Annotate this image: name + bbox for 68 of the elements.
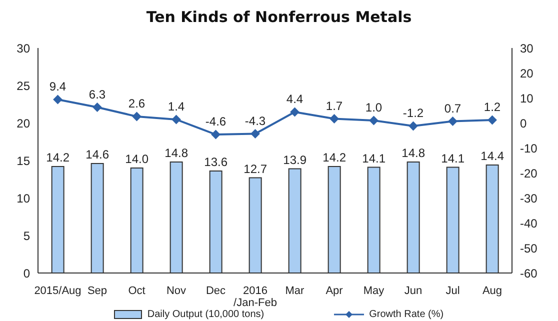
y2-tick-label: -10 [520, 141, 538, 156]
point [211, 130, 220, 139]
data-label: 1.7 [326, 98, 343, 113]
y-tick-label: 15 [16, 154, 30, 168]
point [250, 129, 260, 138]
x-tick-label: 2016 /Jan-Feb [234, 285, 277, 309]
y2-tick-label: -30 [520, 191, 538, 206]
y2-tick-label: -60 [520, 266, 538, 280]
data-label: 6.3 [88, 87, 106, 102]
legend-label: Growth Rate (%) [368, 309, 444, 320]
x-tick-label: May [363, 285, 385, 297]
y2-tick-label: 20 [520, 66, 534, 80]
y-tick-label: 5 [23, 228, 30, 243]
data-label: 14.2 [322, 150, 346, 164]
legend-label: Daily Output (10,000 tons) [146, 309, 264, 320]
x-tick-label: Dec [206, 285, 226, 297]
data-label: 14.8 [164, 146, 188, 160]
data-label: 14.2 [46, 150, 70, 164]
point [488, 116, 497, 124]
x-tick-label: Jun [404, 285, 422, 297]
data-label: 14.4 [480, 149, 504, 163]
data-label: 4.4 [286, 92, 304, 106]
y-tick-label: 30 [16, 41, 30, 56]
x-tick-label: 2015/Aug [34, 285, 82, 297]
x-tick-label: Oct [128, 285, 146, 297]
y-tick-label: 0 [23, 266, 30, 280]
y2-tick-label: -20 [520, 166, 538, 180]
x-tick-label: Sep [87, 285, 108, 297]
data-label: 1.2 [484, 100, 501, 114]
data-label: 13.9 [283, 152, 307, 167]
data-label: 14.1 [441, 151, 465, 166]
x-tick-label: Aug [482, 285, 502, 297]
data-label: 14.0 [125, 152, 149, 166]
x-tick-label: Apr [326, 285, 344, 297]
point [330, 114, 339, 124]
data-label: 14.8 [402, 146, 426, 160]
data-label: 1.4 [168, 100, 185, 114]
point [369, 116, 378, 125]
x-tick-label: Mar [285, 285, 305, 297]
data-label: 14.6 [86, 148, 110, 162]
y-tick-label: 25 [16, 78, 30, 93]
point [448, 116, 458, 126]
data-label: 0.7 [444, 101, 462, 116]
point [132, 112, 142, 121]
data-label: 13.6 [204, 155, 228, 169]
y2-tick-label: -40 [520, 216, 538, 230]
data-label: 1.0 [365, 100, 382, 114]
chart-title: Ten Kinds of Nonferrous Metals [145, 8, 413, 28]
point [92, 102, 102, 112]
data-label: 2.6 [128, 96, 146, 110]
point [290, 108, 300, 116]
data-label: 9.4 [49, 80, 66, 94]
y-tick-label: 20 [16, 116, 30, 130]
y2-tick-label: 30 [520, 41, 534, 56]
data-label: -4.3 [244, 114, 266, 128]
point [172, 115, 181, 124]
data-label: -4.6 [205, 114, 226, 128]
data-label: -1.2 [402, 106, 424, 120]
y2-tick-label: 10 [520, 91, 534, 106]
point [53, 95, 62, 104]
y2-tick-label: -50 [520, 241, 538, 256]
data-label: 12.7 [244, 162, 268, 176]
x-tick-label: Nov [166, 285, 187, 297]
data-label: 14.1 [362, 151, 386, 166]
point [408, 122, 418, 130]
y2-tick-label: 0 [520, 116, 527, 130]
y-tick-label: 10 [16, 191, 30, 206]
x-tick-label: Jul [446, 285, 460, 297]
